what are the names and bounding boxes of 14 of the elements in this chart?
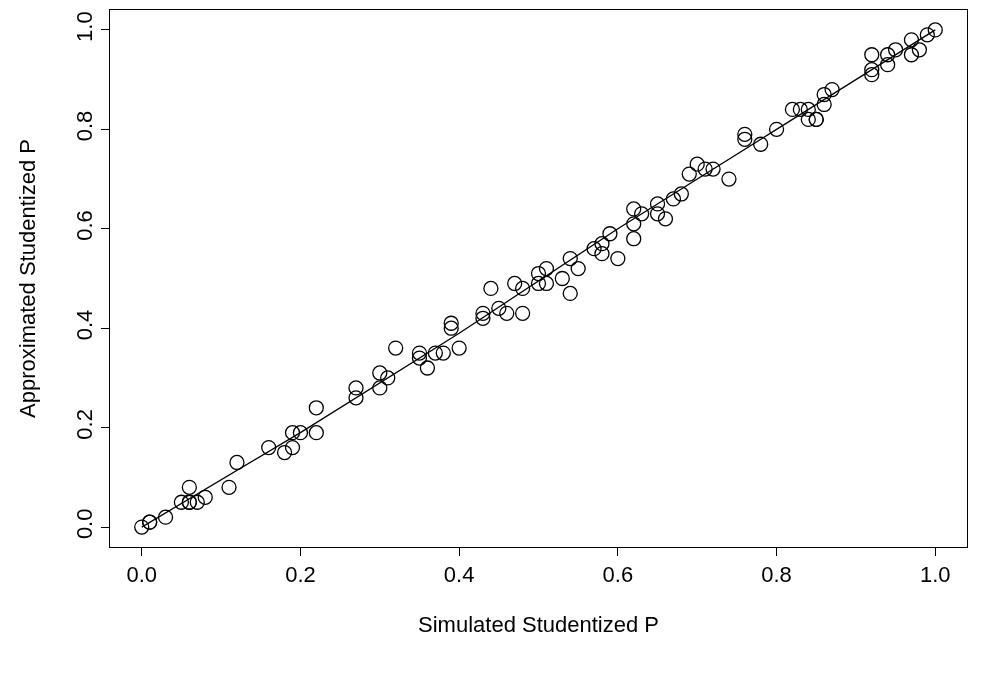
x-tick-label: 0.6 [602, 562, 634, 588]
y-axis-title: Approximated Studentized P [15, 139, 40, 418]
x-tick-label: 0.4 [443, 562, 475, 588]
x-tick-label: 0.0 [126, 562, 158, 588]
y-tick-label: 0.0 [72, 508, 98, 540]
x-axis-title: Simulated Studentized P [418, 612, 659, 638]
x-tick-label: 0.8 [761, 562, 792, 588]
y-tick-label: 0.4 [72, 309, 98, 341]
x-tick-label: 0.2 [285, 562, 316, 588]
x-tick-label: 1.0 [919, 562, 951, 588]
y-tick-label: 1.0 [72, 11, 98, 42]
y-tick-label: 0.6 [72, 210, 98, 241]
y-tick-label: 0.8 [72, 110, 98, 142]
y-tick-label: 0.2 [72, 409, 98, 440]
